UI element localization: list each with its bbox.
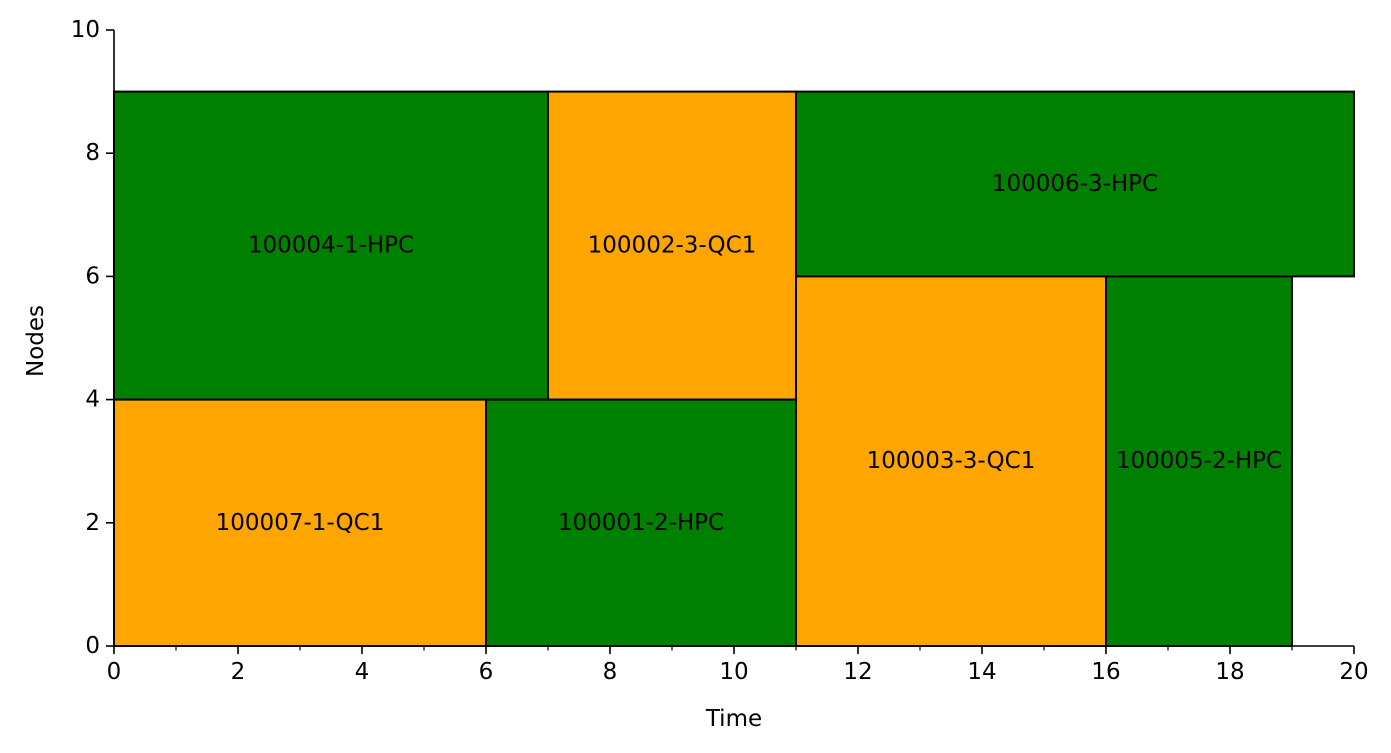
y-tick-label-0: 0: [85, 633, 100, 659]
job-label-100007-1-qc1: 100007-1-QC1: [216, 510, 385, 536]
x-tick-label-14: 14: [967, 659, 996, 685]
job-block-100002-3-qc1: [547, 90, 797, 401]
y-tick-label-4: 4: [85, 387, 100, 413]
x-tick-label-12: 12: [843, 659, 872, 685]
x-tick-label-18: 18: [1215, 659, 1244, 685]
x-tick-label-6: 6: [479, 659, 494, 685]
job-label-100003-3-qc1: 100003-3-QC1: [867, 448, 1036, 474]
job-block-100001-2-hpc: [485, 398, 797, 647]
y-tick-label-6: 6: [85, 263, 100, 289]
job-label-100006-3-hpc: 100006-3-HPC: [992, 171, 1158, 197]
x-axis-label: Time: [705, 706, 762, 732]
x-tick-label-10: 10: [719, 659, 748, 685]
job-label-100001-2-hpc: 100001-2-HPC: [558, 510, 724, 536]
x-tick-label-4: 4: [355, 659, 370, 685]
x-tick-label-0: 0: [107, 659, 122, 685]
job-block-100006-3-hpc: [795, 90, 1355, 278]
job-blocks: [113, 90, 1355, 647]
x-tick-label-8: 8: [603, 659, 618, 685]
x-tick-label-2: 2: [231, 659, 246, 685]
job-block-100007-1-qc1: [113, 398, 487, 647]
y-axis-label: Nodes: [23, 305, 49, 377]
job-label-100004-1-hpc: 100004-1-HPC: [248, 233, 414, 259]
y-tick-label-2: 2: [85, 510, 100, 536]
ticks: 0 2 4 6 8 10 12 14 16 18 20 0 2 4 6 8 10: [71, 17, 1369, 685]
job-labels: 100004-1-HPC 100002-3-QC1 100006-3-HPC 1000…: [216, 171, 1282, 536]
job-label-100002-3-qc1: 100002-3-QC1: [588, 233, 757, 259]
job-block-100004-1-hpc: [113, 90, 549, 401]
job-block-100003-3-qc1: [795, 275, 1107, 647]
job-label-100005-2-hpc: 100005-2-HPC: [1116, 448, 1282, 474]
x-tick-label-20: 20: [1339, 659, 1368, 685]
y-tick-label-10: 10: [71, 17, 100, 43]
x-tick-label-16: 16: [1091, 659, 1120, 685]
y-tick-label-8: 8: [85, 140, 100, 166]
